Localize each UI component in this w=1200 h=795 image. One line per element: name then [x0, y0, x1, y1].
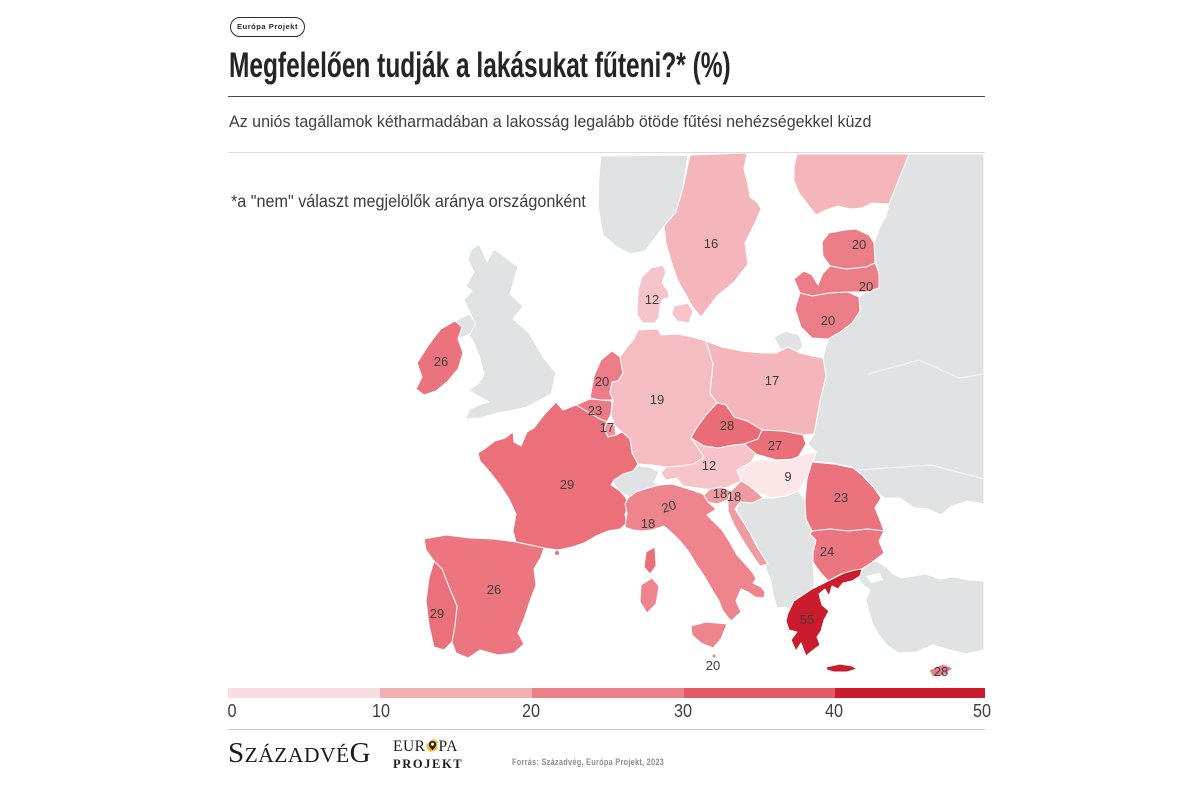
svg-text:12: 12 [645, 292, 659, 307]
svg-text:17: 17 [765, 373, 779, 388]
svg-text:20: 20 [660, 497, 678, 516]
svg-text:19: 19 [650, 392, 664, 407]
svg-text:28: 28 [720, 418, 734, 433]
svg-text:20: 20 [852, 237, 866, 252]
svg-text:27: 27 [768, 438, 782, 453]
svg-text:9: 9 [784, 469, 791, 484]
svg-text:16: 16 [704, 236, 718, 251]
svg-text:12: 12 [702, 458, 716, 473]
svg-text:20: 20 [859, 279, 873, 294]
svg-text:18: 18 [727, 489, 741, 504]
svg-text:20: 20 [821, 313, 835, 328]
svg-text:18: 18 [641, 516, 655, 531]
svg-text:20: 20 [706, 658, 720, 673]
svg-text:17: 17 [600, 420, 614, 435]
svg-text:29: 29 [560, 477, 574, 492]
svg-text:26: 26 [487, 582, 501, 597]
svg-text:26: 26 [434, 354, 448, 369]
svg-text:23: 23 [834, 490, 848, 505]
svg-text:23: 23 [588, 403, 602, 418]
svg-text:55: 55 [800, 612, 814, 627]
svg-text:29: 29 [430, 606, 444, 621]
svg-text:24: 24 [820, 544, 834, 559]
svg-text:28: 28 [934, 664, 948, 679]
svg-text:20: 20 [595, 374, 609, 389]
svg-text:18: 18 [713, 486, 727, 501]
